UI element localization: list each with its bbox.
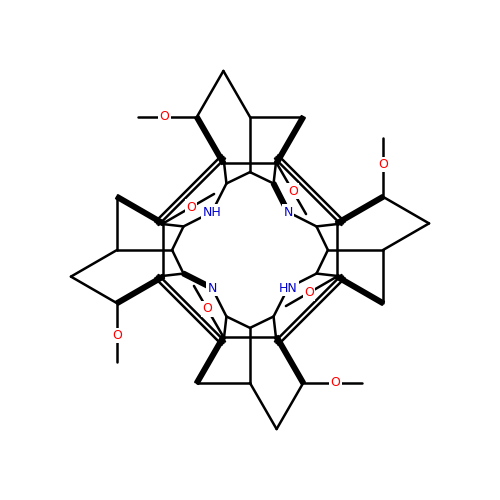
Text: N: N [208, 282, 216, 294]
Text: O: O [304, 286, 314, 299]
Text: O: O [378, 158, 388, 171]
Text: NH: NH [202, 206, 222, 218]
Text: O: O [288, 184, 298, 198]
Text: O: O [112, 329, 122, 342]
Text: O: O [202, 302, 212, 316]
Text: O: O [160, 110, 170, 124]
Text: O: O [330, 376, 340, 390]
Text: O: O [186, 201, 196, 214]
Text: N: N [284, 206, 292, 218]
Text: HN: HN [278, 282, 297, 294]
